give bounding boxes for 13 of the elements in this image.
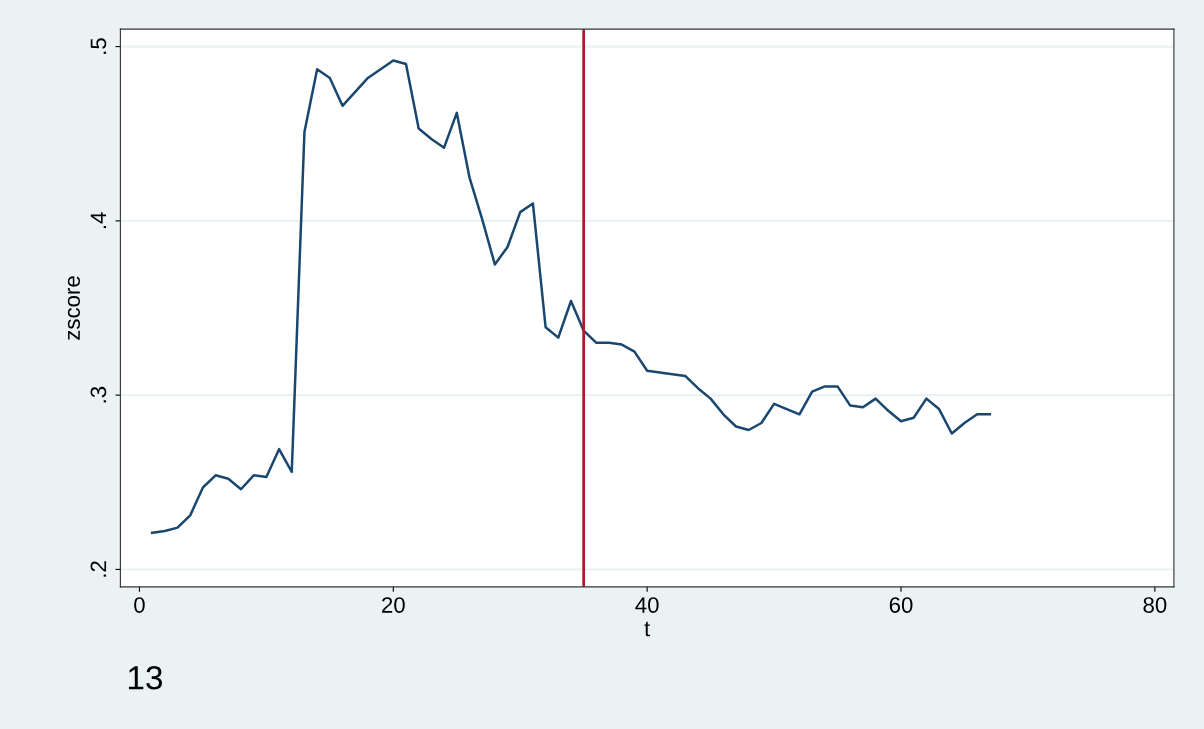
y-tick-label: .5 (90, 38, 107, 54)
x-tick-label: 0 (134, 597, 145, 613)
x-tick-label: 20 (382, 597, 405, 613)
y-tick-label: .2 (90, 561, 107, 577)
y-tick-label: .4 (90, 212, 107, 229)
y-axis-title: zscore (67, 276, 81, 340)
y-tick-label: .3 (90, 386, 107, 403)
line-series (150, 59, 992, 535)
x-tick-label: 80 (1143, 597, 1167, 613)
text: 13 (128, 666, 163, 690)
x-tick-label: 40 (635, 597, 659, 613)
x-tick-label: 60 (889, 597, 913, 613)
x-axis-title: t (644, 621, 651, 637)
